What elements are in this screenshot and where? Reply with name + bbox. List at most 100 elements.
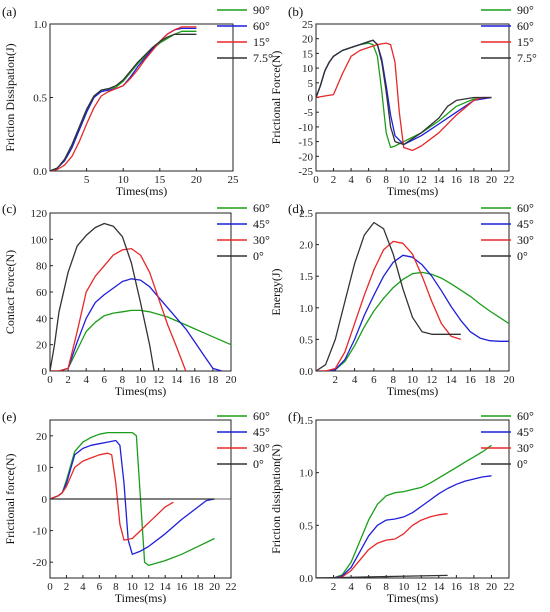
y-tick-label: -5: [304, 107, 314, 119]
panel-label: (b): [288, 4, 303, 19]
series-line-1: [316, 254, 509, 371]
series-line-1: [316, 39, 492, 146]
y-tick-label: 120: [31, 208, 48, 220]
x-tick-label: 20: [226, 374, 238, 386]
legend-label: 45°: [253, 217, 270, 231]
x-tick-label: 4: [352, 374, 358, 386]
chart-panel-2: 0 2 4 6 8 10 12 14 16 18 20 22-25-20-15-10-50510152…: [269, 3, 537, 198]
legend-label: 60°: [253, 19, 270, 33]
y-tick-label: 15: [302, 48, 314, 60]
legend-label: 15°: [517, 35, 534, 49]
x-tick-label: 14: [433, 581, 445, 593]
y-tick-label: 0.0: [299, 366, 313, 378]
series-line-2: [316, 240, 462, 371]
series-line-3: [316, 221, 461, 371]
legend-label: 45°: [517, 217, 534, 231]
x-tick-label: 12: [416, 581, 427, 593]
y-tick-label: -20: [32, 557, 47, 569]
y-axis-label: Contact Force(N): [3, 250, 17, 334]
x-tick-label: 6: [97, 581, 103, 593]
y-tick-label: 0: [308, 93, 314, 105]
x-tick-label: 2: [331, 581, 337, 593]
series-line-1: [50, 278, 223, 371]
x-tick-label: 22: [226, 581, 237, 593]
x-tick-label: 14: [160, 581, 172, 593]
legend: 90° 60° 15° 7.5°: [217, 3, 273, 65]
x-tick-label: 16: [451, 581, 463, 593]
y-tick-label: 25: [302, 19, 314, 31]
chart-panel-6: 2 4 6 8 10 12 14 16 18 20 22 0.0 0.5 1.0 1.5 Times(ms) F…: [269, 409, 534, 605]
x-tick-label: 14: [446, 374, 458, 386]
series-line-1: [50, 439, 215, 555]
series-line-3: [316, 574, 448, 578]
series-line-2: [50, 26, 197, 171]
y-axis-label: Frictional force(N): [3, 454, 17, 545]
legend: 60° 45° 30° 0°: [481, 201, 534, 263]
x-axis-label: Times(ms): [115, 591, 167, 605]
legend-label: 0°: [253, 457, 264, 471]
y-tick-label: 0: [42, 494, 48, 506]
y-tick-label: 5: [308, 78, 314, 90]
panel-label: (a): [2, 4, 16, 19]
x-tick-label: 4: [348, 174, 354, 186]
y-tick-label: -15: [298, 137, 313, 149]
x-tick-label: 10: [135, 374, 147, 386]
x-tick-label: 6: [102, 374, 108, 386]
x-tick-label: 10: [118, 174, 130, 186]
x-tick-label: 25: [228, 174, 240, 186]
x-axis-label: Times(ms): [115, 384, 167, 398]
y-tick-label: 20: [36, 431, 48, 443]
series-line-1: [50, 27, 197, 171]
plot-frame: [49, 23, 234, 172]
x-tick-label: 14: [171, 374, 183, 386]
legend-label: 60°: [517, 409, 534, 423]
series-line-0: [316, 444, 492, 578]
x-tick-label: 20: [486, 581, 498, 593]
y-tick-label: 1.5: [299, 415, 313, 427]
x-tick-label: 6: [371, 374, 377, 386]
legend-label: 0°: [517, 457, 528, 471]
x-tick-label: 12: [153, 374, 164, 386]
x-tick-label: 10: [398, 174, 410, 186]
y-tick-label: -10: [298, 122, 313, 134]
y-tick-label: 1.0: [33, 19, 47, 31]
x-tick-label: 18: [193, 581, 205, 593]
x-tick-label: 22: [504, 174, 515, 186]
legend-label: 45°: [517, 425, 534, 439]
x-tick-label: 2: [333, 374, 339, 386]
x-tick-label: 20: [209, 581, 221, 593]
x-tick-label: 6: [366, 174, 372, 186]
y-tick-label: 2.0: [299, 240, 313, 252]
series-line-1: [316, 475, 492, 578]
y-tick-label: 10: [36, 462, 48, 474]
x-tick-label: 0: [47, 374, 53, 386]
y-tick-label: 1.0: [299, 468, 313, 480]
y-tick-label: -25: [298, 166, 313, 178]
x-tick-label: 6: [366, 581, 372, 593]
legend-label: 60°: [253, 201, 270, 215]
y-axis-label: Frictional Force(N): [269, 51, 283, 145]
x-axis-label: Times(ms): [387, 591, 439, 605]
panel-label: (f): [288, 409, 301, 424]
legend: 60° 45° 30° 0°: [217, 201, 270, 263]
x-axis-label: Times(ms): [387, 384, 439, 398]
x-tick-label: 4: [83, 374, 89, 386]
legend-label: 90°: [517, 3, 534, 17]
x-tick-label: 18: [468, 174, 480, 186]
y-tick-label: 10: [302, 63, 314, 75]
x-tick-label: 18: [484, 374, 496, 386]
x-tick-label: 10: [127, 581, 139, 593]
x-tick-label: 8: [120, 374, 126, 386]
x-tick-label: 8: [113, 581, 119, 593]
y-tick-label: 40: [36, 313, 48, 325]
x-tick-label: 18: [468, 581, 480, 593]
x-tick-label: 2: [65, 374, 71, 386]
y-axis-label: Energy(J): [269, 268, 283, 315]
x-tick-label: 20: [504, 374, 516, 386]
y-tick-label: 0.0: [299, 573, 313, 585]
series-line-0: [50, 431, 215, 567]
x-tick-label: 12: [426, 374, 437, 386]
series-line-0: [50, 30, 197, 171]
chart-panel-1: 5 10 15 20 25 0.0 0.5 1.0 Times(ms) Friction Diss…: [2, 3, 273, 198]
legend-label: 15°: [253, 35, 270, 49]
